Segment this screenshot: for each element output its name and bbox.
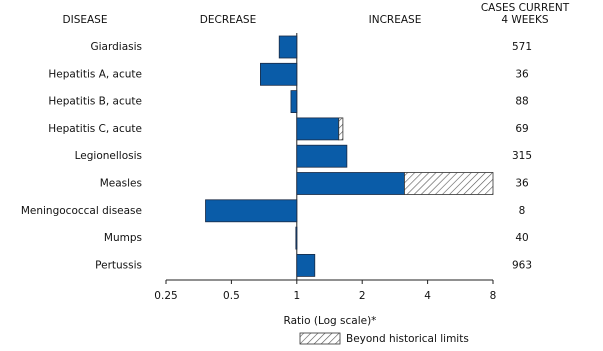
cases-value: 963 — [512, 259, 532, 271]
x-axis-label: Ratio (Log scale)* — [284, 315, 377, 327]
category-label: Pertussis — [95, 259, 142, 271]
legend-label: Beyond historical limits — [346, 333, 469, 345]
cases-value: 88 — [515, 96, 528, 108]
cases-value: 36 — [515, 68, 529, 80]
beyond-limit — [404, 172, 494, 195]
bar — [290, 90, 298, 113]
category-label: Meningococcal disease — [21, 205, 142, 217]
header: DECREASE — [200, 14, 256, 26]
category-label: Mumps — [104, 232, 142, 244]
category-label: Measles — [100, 178, 142, 190]
cases-value: 8 — [519, 205, 526, 217]
x-tick-label: 0.5 — [223, 290, 240, 302]
x-tick-label: 2 — [359, 290, 366, 302]
x-tick-label: 1 — [293, 290, 300, 302]
x-tick-label: 0.25 — [154, 290, 177, 302]
bar — [296, 117, 340, 141]
x-tick-label: 8 — [490, 290, 497, 302]
beyond-limit — [338, 117, 344, 141]
header: DISEASE — [63, 14, 108, 26]
legend-swatch — [299, 332, 341, 345]
bar — [296, 172, 405, 195]
cases-value: 315 — [512, 150, 532, 162]
x-tick-label: 4 — [424, 290, 431, 302]
cases-value: 69 — [515, 123, 528, 135]
category-label: Hepatitis C, acute — [48, 123, 142, 135]
category-label: Legionellosis — [75, 150, 142, 162]
bar — [295, 226, 298, 250]
header: INCREASE — [369, 14, 422, 26]
header: 4 WEEKS — [501, 14, 549, 26]
cases-value: 36 — [515, 178, 529, 190]
category-label: Giardiasis — [91, 41, 143, 53]
bar — [205, 199, 298, 223]
bar — [278, 35, 298, 59]
category-label: Hepatitis B, acute — [48, 96, 142, 108]
bar — [260, 62, 298, 86]
bar — [296, 253, 316, 277]
cases-value: 571 — [512, 41, 532, 53]
cases-value: 40 — [515, 232, 528, 244]
bar — [296, 144, 348, 168]
category-label: Hepatitis A, acute — [48, 68, 142, 80]
header: CASES CURRENT — [481, 2, 570, 14]
